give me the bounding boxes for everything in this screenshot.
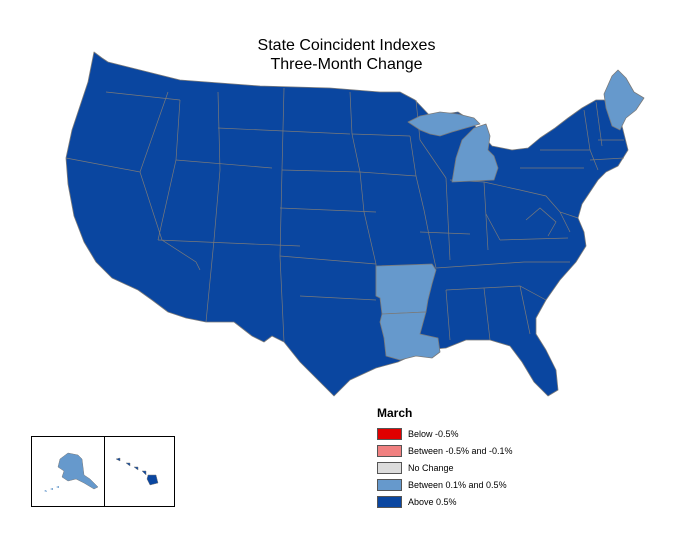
maine <box>603 69 645 131</box>
map-title-line2: Three-Month Change <box>270 56 423 73</box>
hawaii <box>115 457 159 486</box>
legend-label: No Change <box>408 462 454 473</box>
state-borders <box>65 87 625 343</box>
legend-title: March <box>377 406 413 420</box>
us-mainland <box>65 51 629 397</box>
legend-swatch-above <box>377 495 402 508</box>
legend-item: No Change <box>377 459 577 476</box>
legend-item: Between -0.5% and -0.1% <box>377 442 577 459</box>
legend-swatch-slightly-above <box>377 478 402 491</box>
michigan-upper <box>407 111 481 137</box>
legend-label: Between 0.1% and 0.5% <box>408 479 507 490</box>
louisiana <box>379 311 441 361</box>
legend-item: Between 0.1% and 0.5% <box>377 476 577 493</box>
legend-swatch-slightly-below <box>377 444 402 457</box>
legend-label: Below -0.5% <box>408 428 459 439</box>
michigan-lower <box>451 123 499 183</box>
legend-item: Above 0.5% <box>377 493 577 510</box>
legend-label: Above 0.5% <box>408 496 457 507</box>
alaska-islands <box>44 486 59 492</box>
inset-map-box <box>31 436 175 507</box>
legend-swatch-below <box>377 427 402 440</box>
inset-map <box>44 452 159 492</box>
legend-swatch-no-change <box>377 461 402 474</box>
legend: March Below -0.5% Between -0.5% and -0.1… <box>377 406 577 510</box>
inset-divider <box>104 437 105 506</box>
alaska <box>57 452 99 490</box>
legend-label: Between -0.5% and -0.1% <box>408 445 513 456</box>
map-title-line1: State Coincident Indexes <box>257 37 436 54</box>
map-title: State Coincident Indexes Three-Month Cha… <box>0 36 693 74</box>
legend-item: Below -0.5% <box>377 425 577 442</box>
arkansas <box>375 263 437 315</box>
